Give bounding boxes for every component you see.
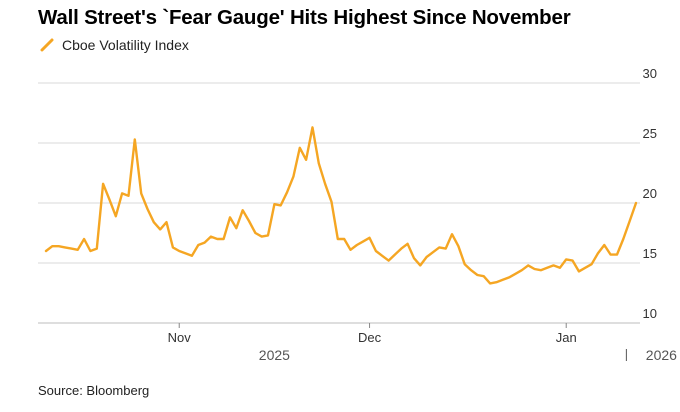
chart-title: Wall Street's `Fear Gauge' Hits Highest … [38,6,571,29]
y-tick-label: 25 [643,126,657,141]
legend: Cboe Volatility Index [40,37,189,53]
x-year-label: 2025 [259,347,290,363]
y-tick-label: 15 [643,246,657,261]
x-year-label: 2026 [646,347,677,363]
y-tick-label: 10 [643,306,657,321]
legend-line-icon [40,38,54,52]
x-tick-label: Nov [168,330,192,345]
source-note: Source: Bloomberg [38,383,150,398]
y-tick-label: 30 [643,66,657,81]
x-tick-label: Dec [358,330,382,345]
x-tick-label: Jan [556,330,577,345]
y-tick-label: 20 [643,186,657,201]
series-line-vix [44,126,638,285]
legend-label: Cboe Volatility Index [62,37,189,53]
